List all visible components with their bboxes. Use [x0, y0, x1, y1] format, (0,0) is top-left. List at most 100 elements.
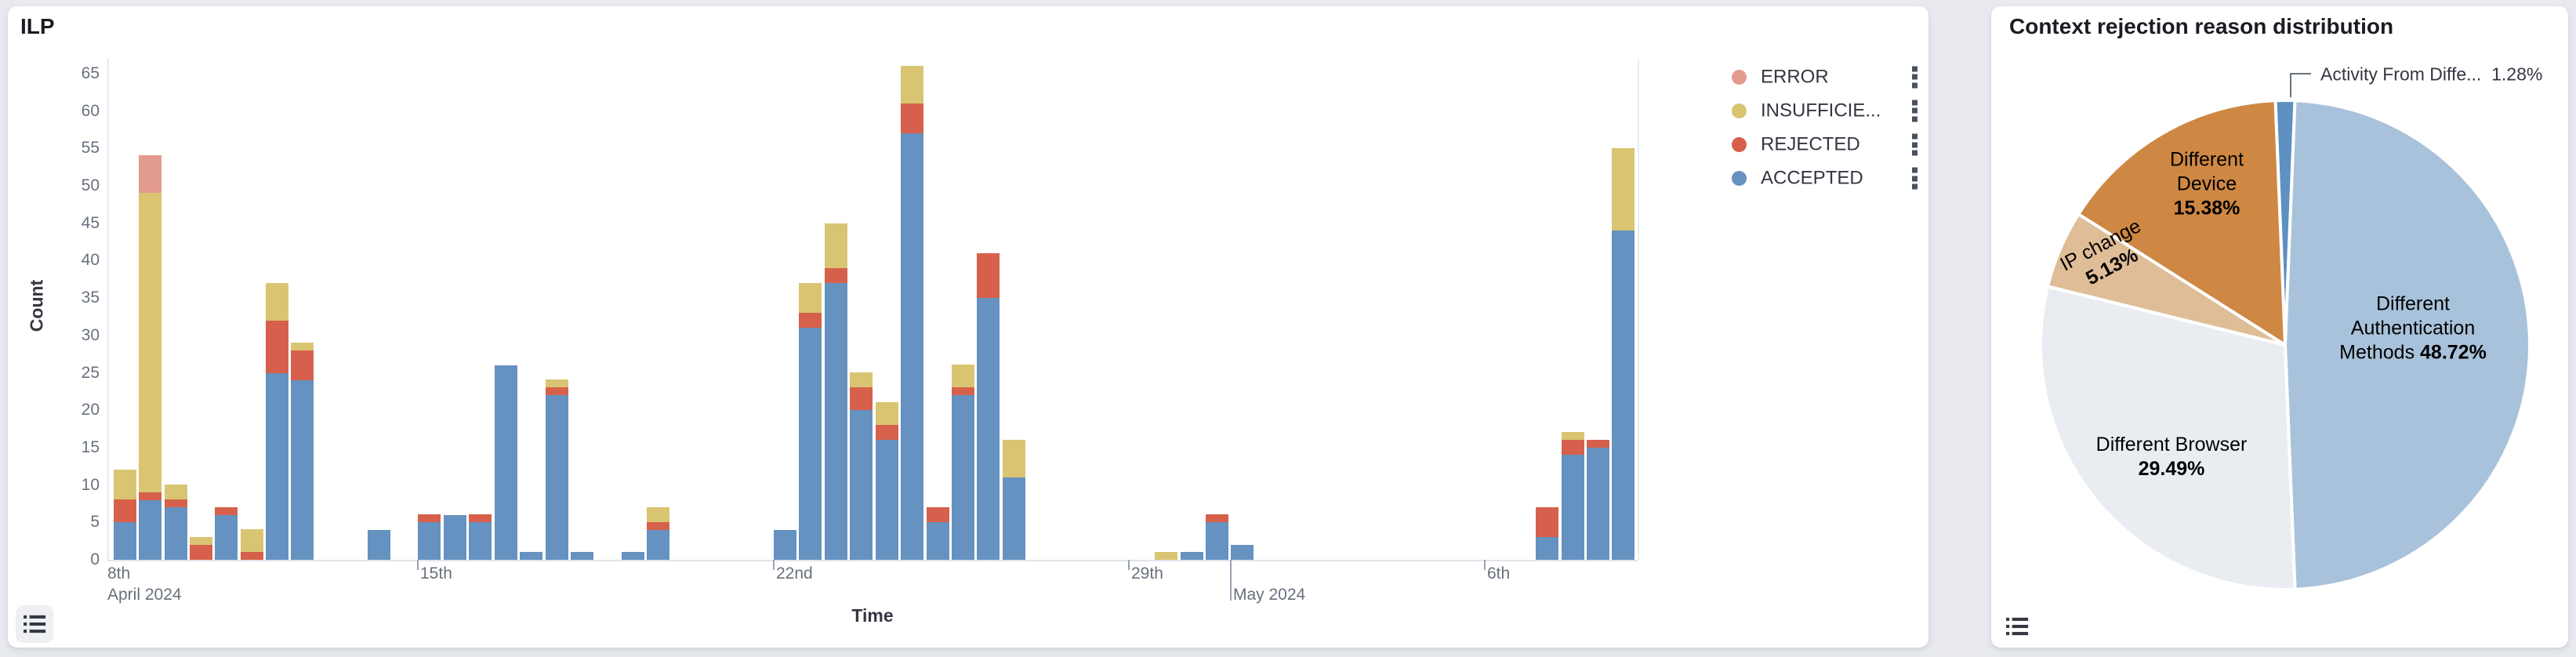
bar-segment-rejected[interactable] [114, 499, 136, 522]
bar-segment-accepted[interactable] [215, 515, 238, 560]
legend-item-error[interactable]: ERROR [1732, 60, 1928, 94]
bar-segment-rejected[interactable] [1206, 514, 1228, 522]
bar-segment-insufficient[interactable] [139, 193, 161, 492]
bar-segment-insufficient[interactable] [876, 402, 898, 425]
bar-2024-04-12-12-00[interactable] [291, 343, 314, 560]
bar-segment-rejected[interactable] [927, 507, 949, 522]
bar-segment-rejected[interactable] [901, 103, 923, 133]
bar-segment-rejected[interactable] [647, 522, 669, 530]
bar-2024-04-30-12-00[interactable] [1206, 514, 1228, 560]
bar-2024-04-10-00-00[interactable] [165, 485, 187, 560]
bar-segment-accepted[interactable] [977, 298, 1000, 560]
bar-segment-rejected[interactable] [1536, 507, 1558, 537]
bar-2024-04-25-00-00[interactable] [927, 507, 949, 560]
legend-item-actions-button[interactable] [1906, 166, 1923, 191]
bar-segment-insufficient[interactable] [1562, 432, 1584, 440]
bar-segment-rejected[interactable] [1562, 440, 1584, 455]
bar-segment-accepted[interactable] [368, 530, 390, 560]
bar-2024-04-19-12-00[interactable] [647, 507, 669, 560]
bar-2024-04-30-00-00[interactable] [1181, 552, 1203, 560]
bar-segment-rejected[interactable] [799, 313, 822, 328]
bar-segment-rejected[interactable] [418, 514, 441, 522]
bar-segment-accepted[interactable] [952, 395, 974, 560]
legend-item-accepted[interactable]: ACCEPTED [1732, 162, 1928, 195]
bar-segment-accepted[interactable] [1206, 522, 1228, 560]
legend-label[interactable]: ERROR [1761, 66, 1829, 87]
legend-label[interactable]: INSUFFICIE... [1761, 100, 1881, 122]
bar-segment-accepted[interactable] [1587, 448, 1609, 560]
bar-segment-accepted[interactable] [901, 133, 923, 560]
bar-segment-accepted[interactable] [850, 410, 873, 560]
bar-2024-04-16-00-00[interactable] [469, 514, 492, 560]
bar-segment-accepted[interactable] [520, 552, 542, 560]
bar-segment-rejected[interactable] [825, 268, 847, 283]
bar-segment-rejected[interactable] [190, 545, 212, 560]
bar-segment-accepted[interactable] [647, 530, 669, 560]
pie-slice-different-browser[interactable] [2039, 285, 2297, 591]
bar-segment-accepted[interactable] [1181, 552, 1203, 560]
bar-segment-accepted[interactable] [622, 552, 644, 560]
bar-2024-04-24-12-00[interactable] [901, 66, 923, 560]
legend-item-actions-button[interactable] [1906, 98, 1923, 123]
bar-segment-insufficient[interactable] [114, 470, 136, 499]
legend-item-actions-button[interactable] [1906, 64, 1923, 89]
bar-2024-04-16-12-00[interactable] [495, 365, 517, 560]
pie-slice-different-authentication-methods[interactable] [2284, 99, 2531, 591]
bar-segment-rejected[interactable] [1587, 440, 1609, 448]
bar-segment-insufficient[interactable] [1003, 440, 1025, 477]
bar-2024-04-14-00-00[interactable] [368, 530, 390, 560]
bar-segment-accepted[interactable] [114, 522, 136, 560]
bar-segment-accepted[interactable] [495, 365, 517, 560]
bar-2024-04-26-00-00[interactable] [977, 253, 1000, 560]
bar-2024-04-15-12-00[interactable] [444, 515, 466, 560]
bar-2024-04-22-00-00[interactable] [774, 530, 796, 560]
bar-2024-04-22-12-00[interactable] [799, 283, 822, 560]
bar-2024-04-12-00-00[interactable] [266, 283, 288, 560]
legend-label[interactable]: ACCEPTED [1761, 167, 1863, 189]
bar-segment-insufficient[interactable] [799, 283, 822, 313]
bar-2024-04-26-12-00[interactable] [1003, 440, 1025, 560]
bar-segment-insufficient[interactable] [850, 372, 873, 387]
bar-segment-insufficient[interactable] [165, 485, 187, 499]
legend-item-insufficie[interactable]: INSUFFICIE... [1732, 94, 1928, 128]
bar-segment-insufficient[interactable] [190, 537, 212, 545]
bar-segment-rejected[interactable] [952, 387, 974, 395]
bar-2024-04-11-00-00[interactable] [215, 507, 238, 560]
bar-segment-accepted[interactable] [291, 380, 314, 560]
bar-segment-insufficient[interactable] [825, 223, 847, 268]
bar-segment-accepted[interactable] [444, 515, 466, 560]
bar-segment-insufficient[interactable] [266, 283, 288, 321]
bar-segment-rejected[interactable] [977, 253, 1000, 298]
bar-segment-accepted[interactable] [165, 507, 187, 560]
bar-2024-04-17-12-00[interactable] [546, 379, 568, 560]
bar-segment-accepted[interactable] [418, 522, 441, 560]
bar-segment-rejected[interactable] [469, 514, 492, 522]
panel-title-context-rejection[interactable]: Context rejection reason distribution [2009, 14, 2394, 38]
bar-segment-rejected[interactable] [139, 492, 161, 500]
bar-segment-accepted[interactable] [1562, 455, 1584, 560]
legend-toggle-button[interactable] [1998, 608, 2036, 645]
panel-title-ilp[interactable]: ILP [20, 14, 55, 38]
bar-segment-insufficient[interactable] [546, 379, 568, 387]
bar-segment-accepted[interactable] [1612, 230, 1634, 560]
bar-segment-insufficient[interactable] [901, 66, 923, 103]
bar-segment-insufficient[interactable] [1612, 148, 1634, 230]
bar-segment-accepted[interactable] [825, 283, 847, 560]
bar-2024-04-09-12-00[interactable] [139, 155, 161, 560]
bar-2024-04-18-00-00[interactable] [571, 552, 593, 560]
legend-toggle-button[interactable] [16, 605, 53, 643]
bar-2024-04-23-00-00[interactable] [825, 223, 847, 560]
bar-segment-insufficient[interactable] [1155, 552, 1177, 560]
bar-segment-accepted[interactable] [1003, 477, 1025, 560]
bar-2024-05-08-00-00[interactable] [1587, 440, 1609, 560]
bar-2024-04-25-12-00[interactable] [952, 365, 974, 560]
bar-segment-accepted[interactable] [266, 373, 288, 560]
bar-segment-accepted[interactable] [546, 395, 568, 560]
pie-slice-different-device[interactable] [2077, 99, 2287, 347]
bar-segment-accepted[interactable] [469, 522, 492, 560]
bar-2024-05-07-00-00[interactable] [1536, 507, 1558, 560]
bar-2024-04-29-12-00[interactable] [1155, 552, 1177, 560]
bar-segment-rejected[interactable] [291, 350, 314, 380]
bar-segment-accepted[interactable] [774, 530, 796, 560]
bar-2024-04-09-00-00[interactable] [114, 470, 136, 560]
